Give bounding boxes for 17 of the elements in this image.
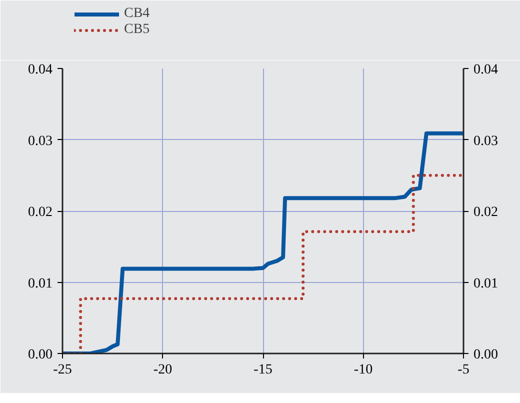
legend-label: CB4 — [124, 6, 150, 22]
y-tick-label: 0.03 — [28, 134, 52, 149]
x-tick-label: -15 — [254, 362, 272, 378]
x-tick-label: -5 — [458, 362, 470, 378]
y-tick-label: 0.01 — [28, 276, 52, 292]
y2-tick-label: 0.03 — [474, 134, 498, 149]
x-tick-label: -10 — [354, 362, 373, 378]
y-tick-label: 0.02 — [28, 205, 52, 220]
y2-tick-label: 0.02 — [474, 205, 498, 220]
y2-tick-label: 0.01 — [474, 276, 498, 292]
x-tick-label: -20 — [153, 362, 172, 378]
y-tick-label: 0.04 — [28, 62, 52, 78]
y-tick-label: 0.00 — [28, 348, 52, 362]
y2-tick-label: 0.04 — [474, 62, 498, 78]
legend-label: CB5 — [124, 22, 150, 38]
x-tick-label: -25 — [53, 362, 72, 378]
y2-tick-label: 0.00 — [474, 348, 498, 362]
